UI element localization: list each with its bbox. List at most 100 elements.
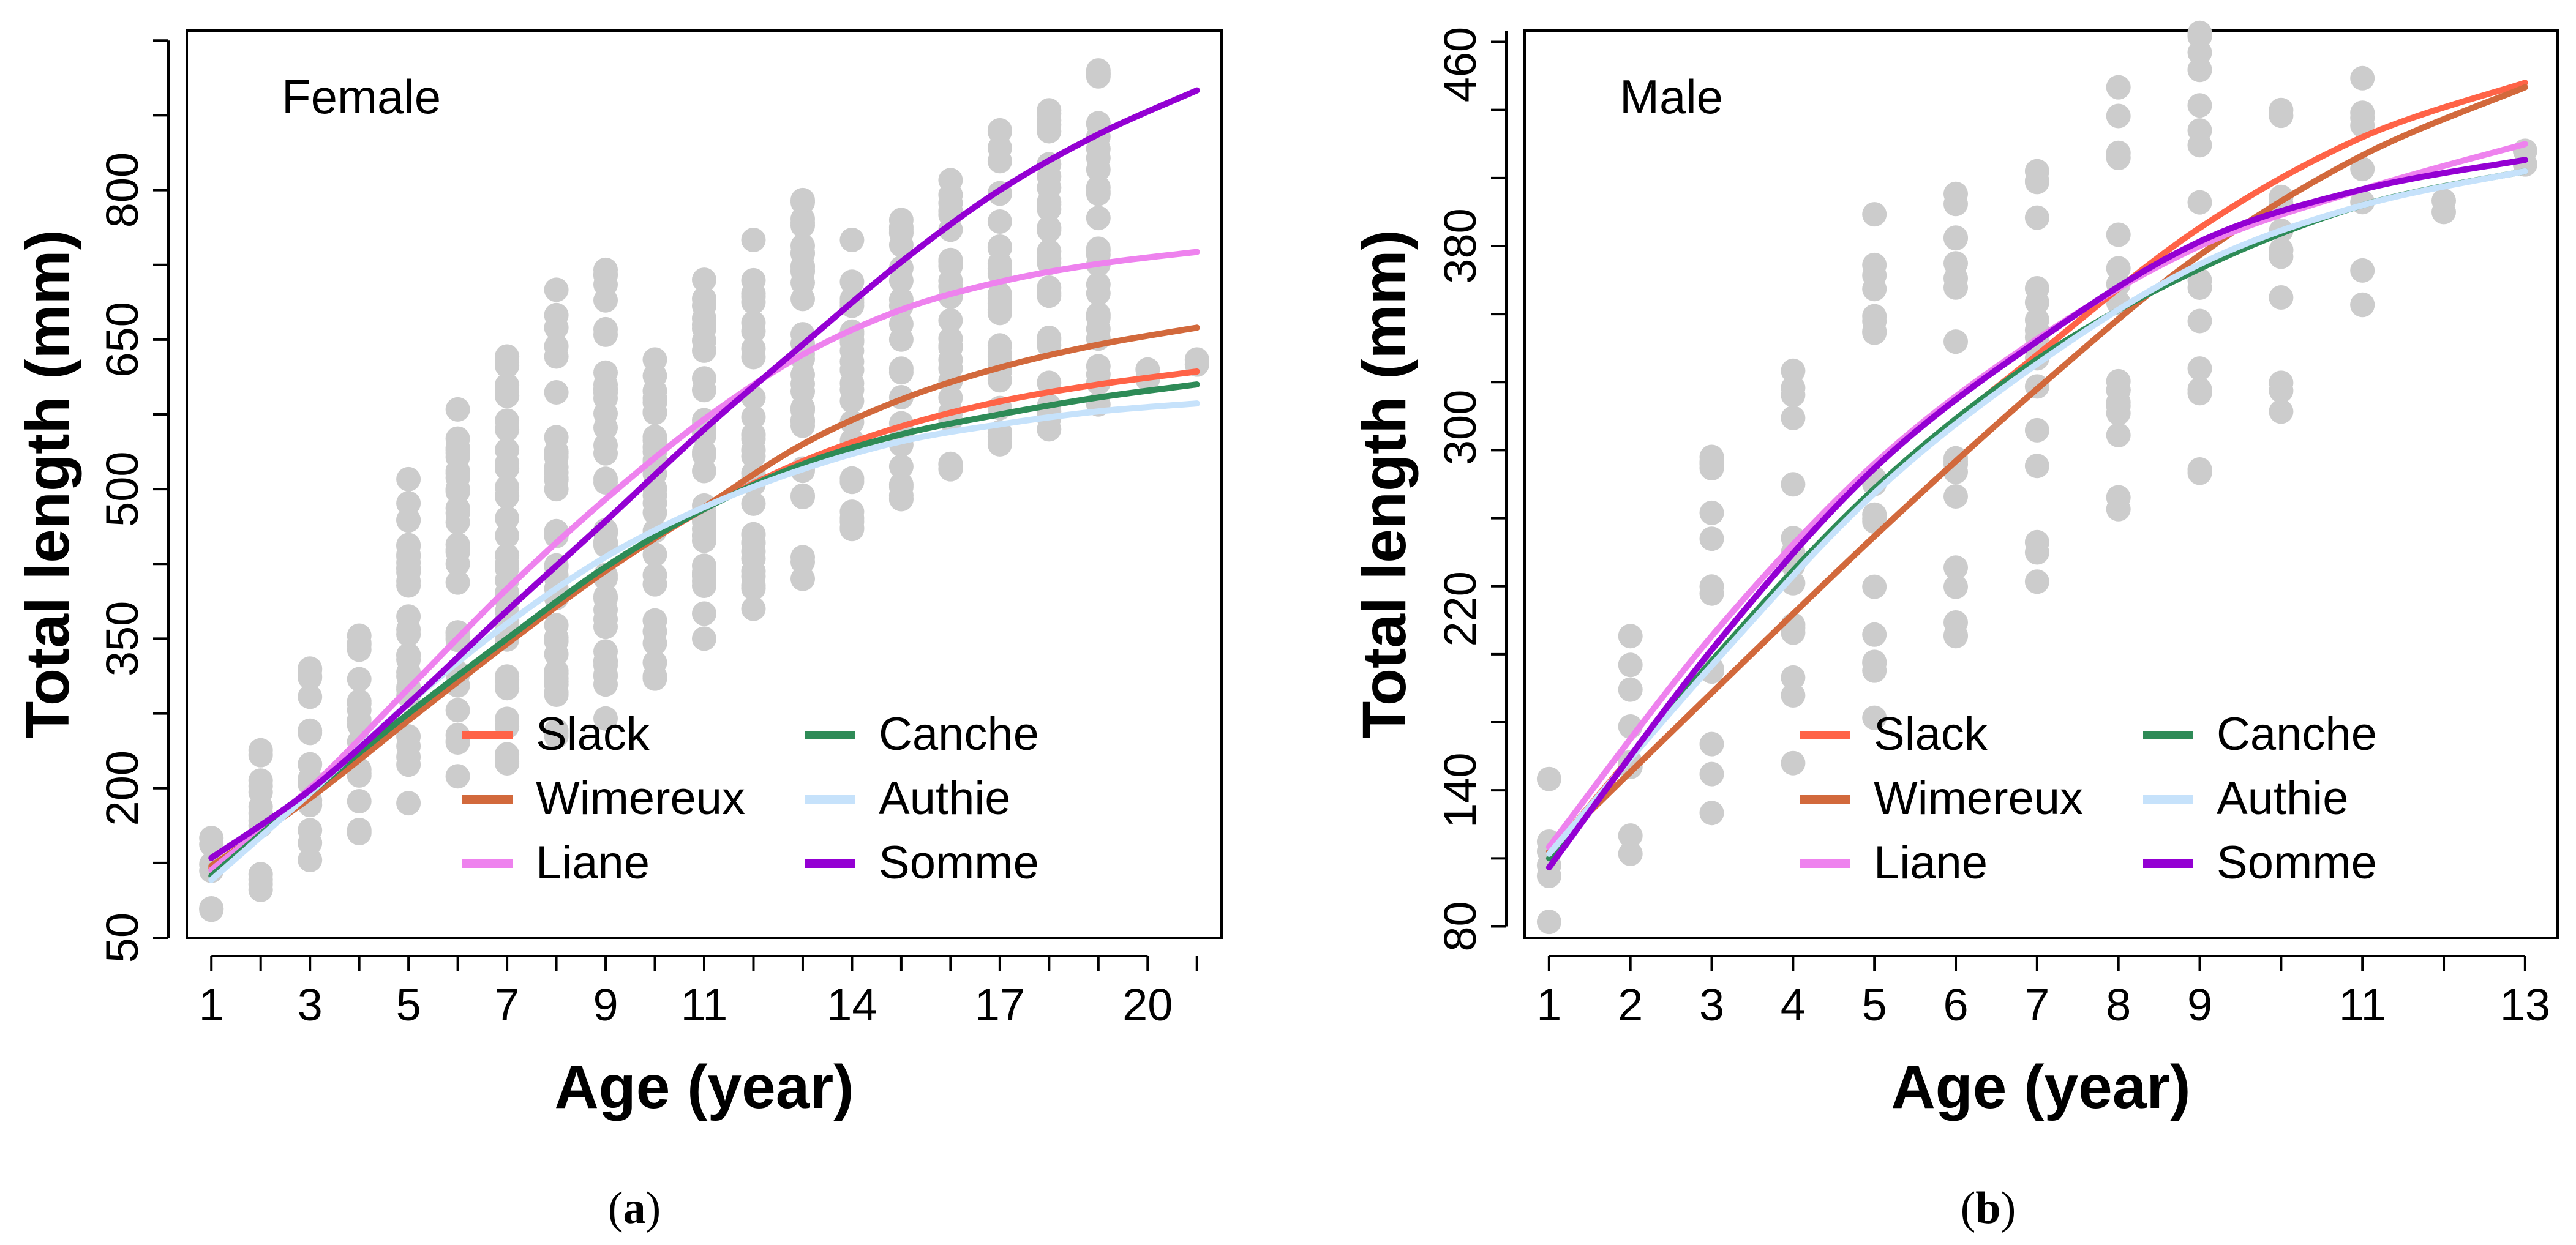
scatter-point: [741, 228, 766, 252]
y-tick-label: 380: [1435, 208, 1485, 283]
scatter-point: [1086, 238, 1111, 263]
caption-a: (a): [608, 1183, 661, 1233]
scatter-point: [298, 718, 323, 743]
scatter-point: [1086, 206, 1111, 231]
x-tick-label: 8: [2106, 979, 2131, 1030]
scatter-point: [396, 752, 421, 777]
y-tick-label: 220: [1435, 571, 1485, 646]
scatter-point: [347, 698, 372, 722]
scatter-point: [642, 378, 667, 403]
scatter-point: [741, 491, 766, 516]
scatter-point: [839, 499, 865, 525]
scatter-point: [1781, 383, 1806, 408]
scatter-point: [938, 168, 963, 193]
scatter-point: [2269, 378, 2294, 403]
scatter-point: [593, 441, 618, 466]
series-line-authie: [1545, 168, 2528, 857]
scatter-point: [1781, 750, 1806, 776]
caption-b-open: (: [1961, 1183, 1976, 1233]
legend-label-authie: Authie: [879, 772, 1011, 824]
scatter-point: [1699, 581, 1724, 606]
plot-area-male: [1523, 29, 2559, 939]
scatter-point: [248, 738, 273, 763]
scatter-point: [2187, 457, 2212, 482]
scatter-point: [642, 563, 667, 588]
scatter-point: [2024, 205, 2049, 230]
scatter-point: [445, 479, 470, 504]
scatter-point: [2350, 157, 2375, 182]
caption-b-letter: b: [1975, 1183, 2000, 1233]
scatter-point: [2269, 237, 2294, 263]
scatter-point: [2187, 190, 2212, 215]
scatter-point: [199, 826, 224, 851]
scatter-point: [1943, 623, 1968, 648]
scatter-point: [544, 682, 569, 707]
growth-curves-male: [1545, 80, 2528, 871]
scatter-point: [938, 249, 963, 274]
scatter-point: [248, 867, 273, 892]
scatter-point: [1037, 326, 1062, 350]
scatter-point: [2024, 159, 2049, 184]
x-tick-label: 1: [199, 979, 224, 1030]
scatter-point: [1781, 683, 1806, 708]
scatter-point: [1037, 275, 1062, 300]
scatter-point: [1037, 98, 1062, 123]
scatter-point: [692, 569, 716, 594]
scatter-point: [1862, 202, 1887, 227]
scatter-point: [544, 625, 569, 650]
scatter-point: [2106, 75, 2131, 100]
scatter-point: [2106, 140, 2131, 165]
y-axis-title-male: Total length (mm): [1350, 230, 1419, 738]
scatter-point: [445, 397, 470, 422]
x-axis-title-female: Age (year): [554, 1053, 854, 1121]
scatter-point: [692, 338, 716, 363]
scatter-point: [593, 664, 618, 689]
series-line-liane: [208, 249, 1200, 873]
scatter-point: [1536, 910, 1561, 935]
scatter-point: [1699, 526, 1724, 551]
scatter-point: [642, 542, 667, 567]
scatter-point: [839, 466, 865, 491]
scatter-point: [938, 190, 963, 215]
scatter-points-female: [199, 58, 1209, 922]
x-tick-label: 9: [2187, 979, 2212, 1030]
scatter-point: [692, 267, 716, 293]
scatter-point: [2187, 93, 2212, 118]
scatter-point: [495, 438, 520, 463]
scatter-point: [888, 454, 914, 479]
scatter-point: [642, 347, 667, 372]
scatter-point: [298, 684, 323, 709]
scatter-point: [938, 356, 963, 381]
scatter-point: [2024, 276, 2049, 301]
scatter-point: [888, 360, 914, 385]
x-tick-label: 2: [1618, 979, 1643, 1030]
scatter-point: [1862, 319, 1887, 344]
scatter-point: [2024, 569, 2049, 594]
scatter-point: [2269, 399, 2294, 424]
x-tick-label: 3: [1699, 979, 1724, 1030]
scatter-point: [938, 268, 963, 293]
scatter-point: [938, 308, 963, 333]
scatter-point: [1037, 215, 1062, 241]
scatter-point: [741, 405, 766, 430]
panel-female: 1 3 5 7 9 11 14 17 20 50 200 350 500 650 800 Female A…: [13, 29, 1223, 1121]
scatter-point: [1618, 652, 1643, 678]
scatter-point: [248, 780, 273, 805]
scatter-point: [445, 501, 470, 525]
scatter-point: [1781, 472, 1806, 497]
scatter-point: [1943, 275, 1968, 300]
y-tick-label: 800: [97, 152, 148, 228]
scatter-point: [593, 529, 618, 555]
scatter-point: [495, 676, 520, 701]
y-axis-male: 80 140 220 300 380 460: [1435, 27, 1508, 952]
x-tick-label: 20: [1122, 979, 1173, 1030]
scatter-point: [495, 383, 520, 408]
scatter-point: [1781, 358, 1806, 383]
legend-label-liane: Liane: [1874, 837, 1988, 889]
scatter-point: [1862, 574, 1887, 599]
scatter-point: [987, 424, 1012, 449]
growth-curves-female: [208, 87, 1200, 883]
x-axis-title-male: Age (year): [1891, 1053, 2190, 1121]
scatter-point: [1699, 500, 1724, 525]
